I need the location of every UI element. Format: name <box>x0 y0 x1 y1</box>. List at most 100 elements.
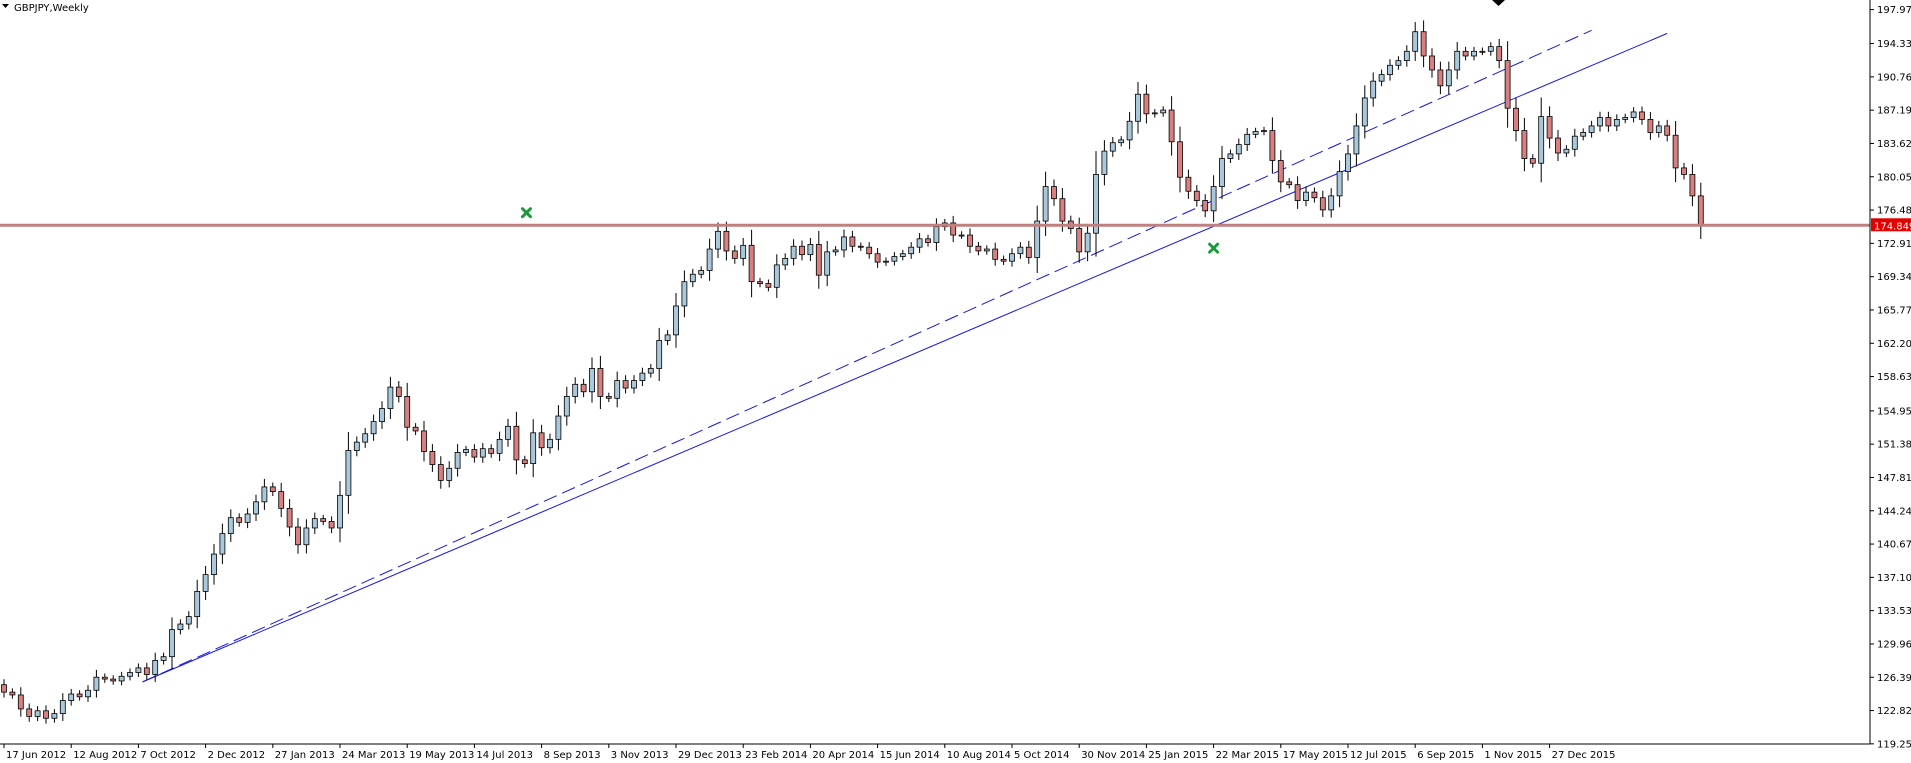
candle[interactable] <box>353 436 360 457</box>
candle[interactable] <box>479 442 486 463</box>
candle[interactable] <box>1387 59 1393 81</box>
candle[interactable] <box>1437 61 1444 95</box>
trendline-dashed[interactable] <box>142 29 1592 683</box>
candle[interactable] <box>471 444 478 463</box>
candle[interactable] <box>723 221 730 261</box>
candle[interactable] <box>1689 164 1696 207</box>
candle[interactable] <box>1000 255 1007 265</box>
candle[interactable] <box>916 233 923 253</box>
candle[interactable] <box>429 444 436 472</box>
candle[interactable] <box>110 675 117 685</box>
candle[interactable] <box>387 376 394 419</box>
candle[interactable] <box>370 414 377 441</box>
candle[interactable] <box>1479 47 1486 56</box>
candle[interactable] <box>202 565 209 601</box>
candle[interactable] <box>1244 127 1251 151</box>
candle[interactable] <box>689 268 696 288</box>
candle[interactable] <box>1025 240 1032 264</box>
candle[interactable] <box>236 513 243 527</box>
candle[interactable] <box>421 420 427 462</box>
candle[interactable] <box>832 246 839 256</box>
candle[interactable] <box>1412 22 1419 61</box>
candle[interactable] <box>26 703 33 722</box>
candle[interactable] <box>866 242 873 259</box>
candle[interactable] <box>1185 169 1192 199</box>
candle[interactable] <box>1151 109 1158 118</box>
candle[interactable] <box>1471 46 1477 61</box>
candle[interactable] <box>547 433 553 454</box>
candle[interactable] <box>1126 111 1133 150</box>
candle[interactable] <box>1143 84 1150 124</box>
candle[interactable] <box>51 709 58 723</box>
candle[interactable] <box>673 293 679 348</box>
trendline-solid[interactable] <box>142 32 1668 683</box>
candle[interactable] <box>1303 186 1309 207</box>
candle[interactable] <box>1605 111 1612 132</box>
candle[interactable] <box>1655 120 1662 138</box>
candle[interactable] <box>1177 126 1183 193</box>
candle[interactable] <box>1277 150 1284 193</box>
candle[interactable] <box>765 279 772 292</box>
candle[interactable] <box>1681 162 1687 180</box>
candle[interactable] <box>589 357 595 403</box>
candle[interactable] <box>1135 81 1141 134</box>
candle[interactable] <box>1252 127 1259 139</box>
candle[interactable] <box>824 240 831 287</box>
candle[interactable] <box>362 428 369 448</box>
candle[interactable] <box>379 401 385 429</box>
candle[interactable] <box>76 690 83 701</box>
candle[interactable] <box>857 242 864 251</box>
candle[interactable] <box>1261 126 1267 136</box>
candle[interactable] <box>211 544 217 585</box>
candle[interactable] <box>530 419 537 478</box>
candle[interactable] <box>1361 85 1368 139</box>
candle[interactable] <box>555 405 562 451</box>
candle[interactable] <box>1529 154 1536 168</box>
candle[interactable] <box>1109 136 1116 157</box>
candle[interactable] <box>925 234 931 247</box>
candle[interactable] <box>1403 45 1410 67</box>
candle[interactable] <box>521 455 528 468</box>
candle[interactable] <box>320 514 327 526</box>
candle[interactable] <box>807 238 814 262</box>
candle[interactable] <box>1009 248 1015 267</box>
candle[interactable] <box>194 579 201 629</box>
candle[interactable] <box>143 662 150 680</box>
candle[interactable] <box>1538 97 1545 183</box>
candle[interactable] <box>538 424 545 456</box>
candle[interactable] <box>286 499 293 537</box>
candle[interactable] <box>975 241 982 256</box>
candle[interactable] <box>261 478 268 510</box>
candle[interactable] <box>874 247 881 268</box>
candle[interactable] <box>244 508 251 529</box>
candle[interactable] <box>1336 160 1343 208</box>
candle[interactable] <box>17 687 24 717</box>
candle[interactable] <box>43 705 49 724</box>
candle[interactable] <box>773 254 780 298</box>
candle[interactable] <box>1639 106 1645 125</box>
candle[interactable] <box>631 375 637 394</box>
candle[interactable] <box>505 418 511 447</box>
candle[interactable] <box>731 245 738 264</box>
candle[interactable] <box>404 382 411 441</box>
candle[interactable] <box>9 688 16 699</box>
candle[interactable] <box>950 215 957 243</box>
candle[interactable] <box>580 378 587 398</box>
candle[interactable] <box>93 669 100 698</box>
candle[interactable] <box>639 367 646 386</box>
candle[interactable] <box>967 228 973 253</box>
candle[interactable] <box>698 266 705 279</box>
candle[interactable] <box>1672 121 1679 183</box>
candle[interactable] <box>1345 144 1351 181</box>
candle[interactable] <box>1118 136 1125 147</box>
candle[interactable] <box>488 444 495 458</box>
candle[interactable] <box>614 371 621 408</box>
candle[interactable] <box>1622 113 1629 124</box>
candle[interactable] <box>1051 179 1057 206</box>
candle[interactable] <box>1630 107 1637 123</box>
candle[interactable] <box>169 617 175 669</box>
candle[interactable] <box>1168 96 1175 156</box>
candle[interactable] <box>656 327 663 382</box>
candle[interactable] <box>295 518 301 554</box>
